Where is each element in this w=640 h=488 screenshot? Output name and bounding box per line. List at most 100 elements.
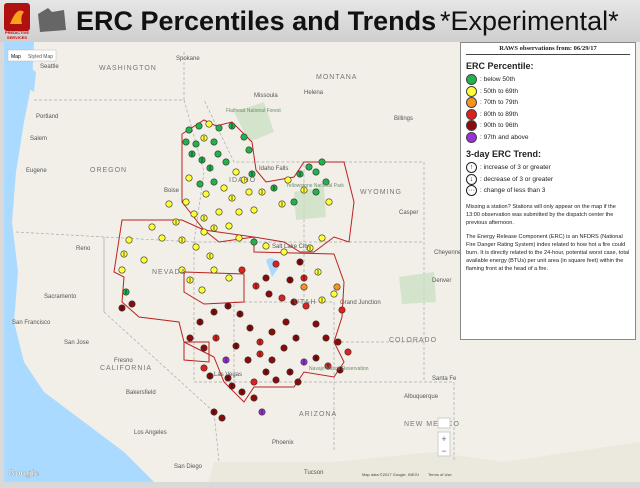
place-label: Spokane — [176, 56, 200, 62]
station[interactable] — [235, 208, 243, 216]
station[interactable] — [235, 234, 243, 242]
pegman[interactable] — [437, 417, 451, 429]
station[interactable] — [200, 228, 208, 236]
station[interactable] — [118, 266, 126, 274]
station[interactable] — [245, 146, 253, 154]
station[interactable] — [318, 234, 326, 242]
legend-swatch — [466, 131, 477, 143]
station[interactable] — [272, 376, 280, 384]
station[interactable] — [268, 328, 276, 336]
station[interactable] — [305, 163, 313, 171]
station[interactable] — [322, 334, 330, 342]
map-type-button[interactable]: Map — [11, 54, 21, 60]
station[interactable] — [200, 344, 208, 352]
station[interactable] — [318, 158, 326, 166]
station[interactable] — [300, 283, 308, 291]
place-label: Idaho Falls — [259, 166, 288, 172]
station[interactable] — [290, 198, 298, 206]
station[interactable] — [302, 302, 310, 310]
station[interactable] — [280, 344, 288, 352]
station[interactable] — [214, 150, 222, 158]
station[interactable] — [190, 210, 198, 218]
station[interactable] — [192, 140, 200, 148]
station[interactable] — [178, 266, 186, 274]
map-type-control[interactable] — [7, 49, 57, 62]
station[interactable] — [250, 206, 258, 214]
station[interactable] — [250, 378, 258, 386]
legend-date: RAWS observations from: 06/29/17 — [466, 45, 630, 55]
station[interactable] — [330, 290, 338, 298]
station[interactable] — [186, 334, 194, 342]
station[interactable] — [333, 283, 341, 291]
station[interactable] — [240, 176, 248, 184]
station[interactable] — [215, 208, 223, 216]
legend-note: Missing a station? Stations will only ap… — [466, 203, 616, 226]
station[interactable] — [192, 243, 200, 251]
station[interactable] — [182, 198, 190, 206]
legend-swatch — [466, 120, 477, 132]
station[interactable] — [196, 180, 204, 188]
station[interactable] — [338, 306, 346, 314]
station[interactable] — [195, 122, 203, 130]
station[interactable] — [205, 120, 213, 128]
station[interactable] — [284, 176, 292, 184]
station[interactable] — [312, 320, 320, 328]
place-label: Reno — [76, 246, 91, 252]
station[interactable] — [182, 138, 190, 146]
station[interactable] — [268, 356, 276, 364]
station[interactable] — [265, 290, 273, 298]
station[interactable] — [250, 394, 258, 402]
zoom-out[interactable]: − — [441, 446, 446, 456]
station[interactable] — [225, 274, 233, 282]
station[interactable] — [262, 242, 270, 250]
station[interactable] — [225, 222, 233, 230]
legend-note: The Energy Release Component (ERC) is an… — [466, 233, 630, 272]
station[interactable] — [185, 126, 193, 134]
station[interactable] — [148, 223, 156, 231]
station[interactable] — [272, 260, 280, 268]
station[interactable] — [215, 124, 223, 132]
station[interactable] — [280, 248, 288, 256]
station[interactable] — [262, 274, 270, 282]
trend-icon: ↓ — [466, 173, 477, 185]
station[interactable] — [250, 238, 258, 246]
station[interactable] — [325, 198, 333, 206]
station[interactable] — [218, 414, 226, 422]
place-label: Santa Fe — [432, 376, 457, 382]
station[interactable] — [344, 348, 352, 356]
station[interactable] — [140, 256, 148, 264]
station[interactable] — [185, 174, 193, 182]
station[interactable] — [222, 158, 230, 166]
zoom-in[interactable]: + — [441, 434, 446, 444]
station[interactable] — [240, 133, 248, 141]
station[interactable] — [158, 234, 166, 242]
station[interactable] — [244, 356, 252, 364]
station[interactable] — [165, 200, 173, 208]
station[interactable] — [278, 294, 286, 302]
trend-icon: ↑ — [466, 162, 477, 174]
station[interactable] — [245, 188, 253, 196]
station[interactable] — [312, 168, 320, 176]
station[interactable] — [334, 338, 342, 346]
map-type-button[interactable]: Styled Map — [28, 54, 53, 60]
station[interactable] — [294, 378, 302, 386]
subtitle: *Experimental* — [440, 6, 619, 36]
station[interactable] — [290, 298, 298, 306]
station[interactable] — [220, 184, 228, 192]
station[interactable] — [200, 364, 208, 372]
station[interactable] — [210, 138, 218, 146]
station[interactable] — [312, 188, 320, 196]
station[interactable] — [232, 168, 240, 176]
station[interactable] — [125, 236, 133, 244]
station[interactable] — [282, 318, 290, 326]
station[interactable] — [210, 178, 218, 186]
station[interactable] — [322, 178, 330, 186]
terms-link[interactable]: Terms of Use — [428, 472, 452, 477]
station[interactable] — [128, 300, 136, 308]
station[interactable] — [210, 266, 218, 274]
station[interactable] — [202, 190, 210, 198]
station[interactable] — [198, 286, 206, 294]
region-icon — [38, 8, 66, 32]
legend-label: : change of less than 3 — [480, 187, 546, 195]
station[interactable] — [238, 266, 246, 274]
